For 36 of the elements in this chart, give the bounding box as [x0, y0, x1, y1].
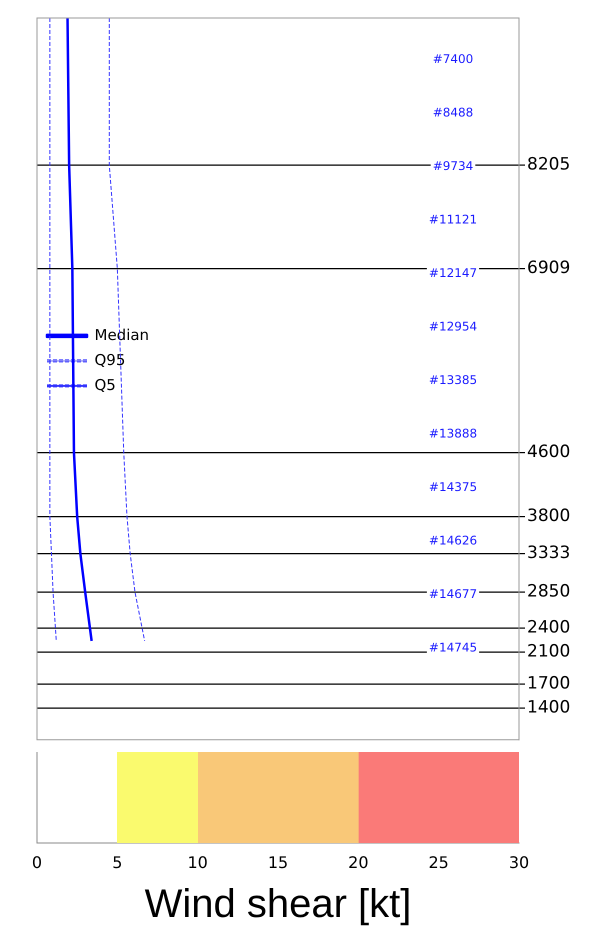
legend-label: Median	[94, 326, 150, 344]
annotation: #13888	[428, 426, 478, 441]
y-tick-label: 4600	[527, 442, 570, 462]
y-tick-label: 1700	[527, 673, 570, 694]
annotation: #8488	[432, 106, 474, 120]
legend-label: Q95	[94, 350, 126, 369]
y-tick-label: 2400	[527, 618, 570, 638]
annotation: #14375	[428, 480, 478, 494]
annotation: #14745	[428, 640, 478, 655]
y-tick-label: 3333	[527, 543, 570, 564]
bar	[197, 752, 359, 843]
x-tick-label: 5	[112, 852, 122, 872]
x-tick-label: 10	[187, 852, 208, 872]
annotation: #7400	[432, 52, 474, 66]
x-tick-label: 20	[348, 852, 369, 872]
annotation: #14626	[428, 534, 478, 548]
legend-label: Q5	[94, 376, 116, 394]
y-tick-label: 6909	[527, 258, 570, 278]
y-tick-label: 1400	[527, 697, 570, 718]
annotation: #12147	[428, 266, 478, 280]
annotation: #11121	[428, 212, 478, 227]
annotation: #9734	[432, 159, 474, 174]
bar	[358, 752, 519, 843]
y-tick-label: 2850	[527, 582, 570, 602]
x-axis-title: Wind shear [kt]	[144, 882, 412, 926]
x-tick-label: 15	[268, 852, 288, 872]
annotation: #12954	[428, 320, 478, 334]
annotation: #13385	[428, 373, 478, 388]
x-tick-label: 25	[428, 852, 449, 872]
bar	[117, 752, 198, 843]
y-tick-label: 8205	[527, 154, 570, 175]
y-tick-label: 2100	[527, 641, 570, 662]
y-tick-label: 3800	[527, 506, 570, 526]
x-tick-label: 0	[32, 852, 42, 872]
x-tick-label: 30	[508, 852, 530, 872]
annotation: #14677	[428, 587, 478, 602]
